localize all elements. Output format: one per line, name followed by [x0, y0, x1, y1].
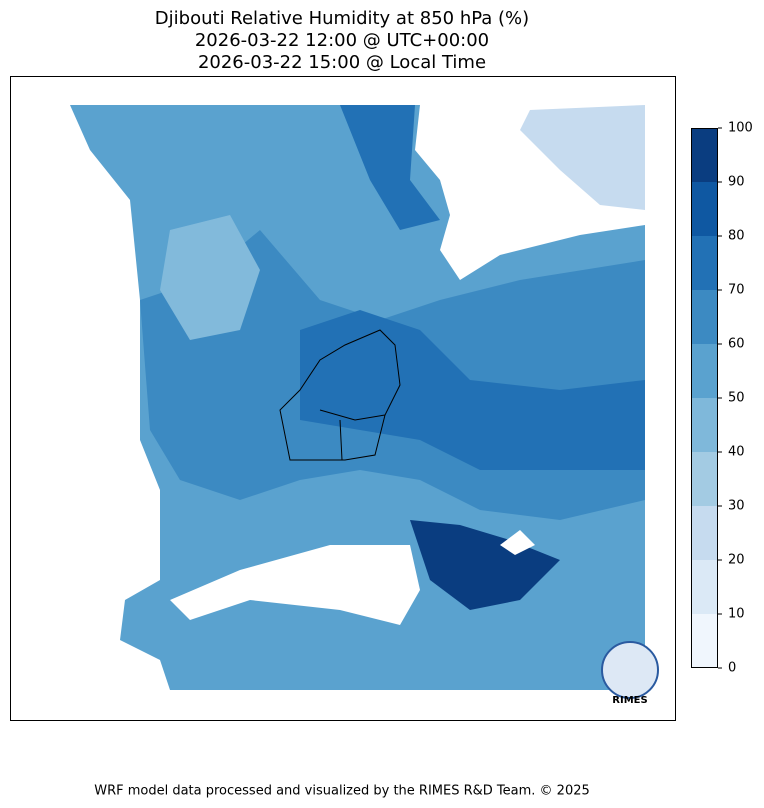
map-frame: [10, 76, 676, 721]
colorbar-tick-label: 90: [728, 175, 745, 190]
colorbar-segment: [691, 290, 718, 344]
colorbar-segment: [691, 506, 718, 560]
colorbar-segment: [691, 182, 718, 236]
colorbar-tick-label: 50: [728, 391, 745, 406]
colorbar-tick-label: 10: [728, 607, 745, 622]
humidity-field: [160, 215, 260, 340]
colorbar-tick-label: 20: [728, 553, 745, 568]
humidity-field: [340, 105, 440, 230]
humidity-field: [300, 310, 645, 470]
colorbar-segment: [691, 398, 718, 452]
colorbar: 0 10 20 30 40 50 60 70 80 90 100: [691, 121, 753, 676]
colorbar-tick-label: 60: [728, 337, 745, 352]
humidity-field: [520, 105, 645, 210]
logo-text: RIMES: [612, 695, 647, 706]
colorbar-segment: [691, 236, 718, 290]
colorbar-segment: [691, 128, 718, 182]
no-data: [170, 545, 420, 625]
colorbar-frame: [691, 128, 718, 668]
map: RIMES: [70, 105, 659, 706]
colorbar-tick-label: 40: [728, 445, 745, 460]
colorbar-tick-label: 80: [728, 229, 745, 244]
colorbar-segment: [691, 614, 718, 668]
no-data: [500, 530, 535, 555]
colorbar-tick-label: 0: [728, 661, 736, 676]
title-line: 2026-03-22 12:00 @ UTC+00:00: [195, 30, 489, 51]
country-border: [279, 329, 401, 461]
title-line: 2026-03-22 15:00 @ Local Time: [198, 52, 486, 73]
footer: WRF model data processed and visualized …: [94, 784, 590, 799]
humidity-field: [410, 520, 560, 610]
colorbar-segment: [691, 560, 718, 614]
colorbar-tick-label: 70: [728, 283, 745, 298]
colorbar-segment: [691, 344, 718, 398]
logo: [601, 641, 659, 699]
colorbar-segment: [691, 452, 718, 506]
title-line: Djibouti Relative Humidity at 850 hPa (%…: [155, 8, 529, 29]
colorbar-tick-label: 100: [728, 121, 753, 136]
colorbar-tick-label: 30: [728, 499, 745, 514]
